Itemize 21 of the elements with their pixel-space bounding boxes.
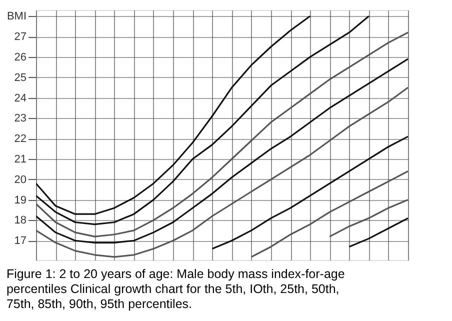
line-series <box>36 58 408 244</box>
y-tick-label: 19 <box>14 194 26 206</box>
line-series <box>36 15 311 215</box>
y-tick-label: 23 <box>14 112 26 125</box>
y-tick-label: 26 <box>14 51 26 64</box>
line-series <box>348 217 408 248</box>
caption: Figure 1: 2 to 20 years of age: Male body mass index-for-age percentiles Clinical growth chart for the 5th, IOth, 25th, 50th, 75th, 85th, 90th, 95th percentiles. <box>6 267 345 311</box>
y-tick-label: 20 <box>14 174 26 186</box>
line-series <box>328 198 408 238</box>
y-tick-label: 27 <box>14 31 26 44</box>
line-series <box>36 15 370 226</box>
line-series <box>211 136 408 250</box>
y-tick-label: 17 <box>14 235 26 248</box>
y-tick-label: BMI <box>6 10 26 23</box>
y-tick-label: 18 <box>14 214 26 227</box>
y-tick-label: 21 <box>14 153 26 166</box>
y-tick-label: 22 <box>14 133 26 146</box>
line-series <box>250 170 408 258</box>
y-tick-label: 25 <box>14 72 26 84</box>
line-series <box>36 86 408 258</box>
y-tick-label: 24 <box>14 92 26 104</box>
